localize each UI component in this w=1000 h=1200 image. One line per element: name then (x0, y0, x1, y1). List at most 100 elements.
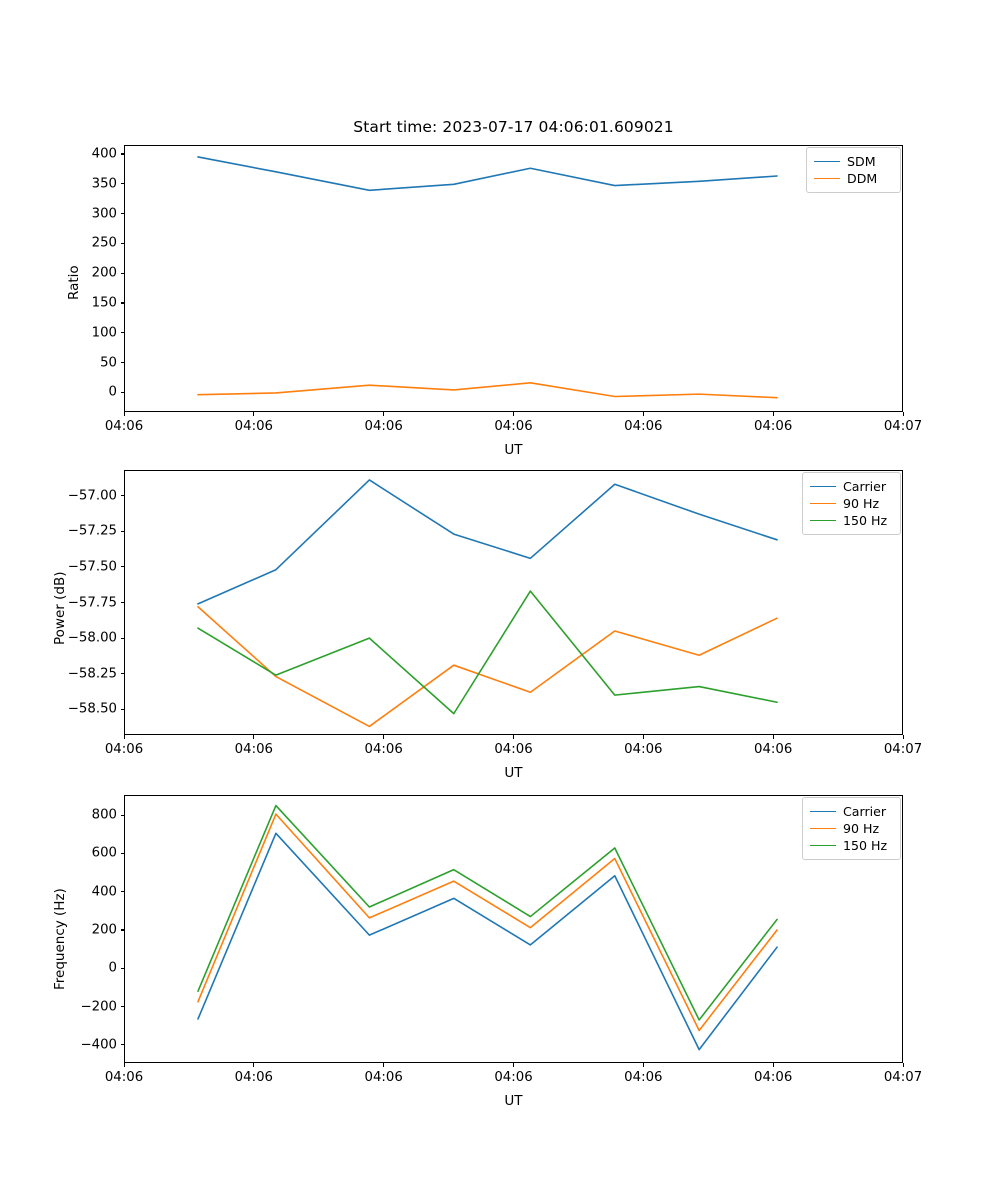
xtick-mark (383, 735, 385, 739)
xtick-mark (123, 1063, 125, 1067)
ytick-label: 400 (91, 884, 117, 900)
xtick-mark (642, 735, 644, 739)
legend-label: DDM (847, 171, 878, 186)
series-line-90-hz (197, 605, 778, 728)
legend-label: 90 Hz (843, 821, 880, 836)
ytick-label: 350 (91, 176, 117, 192)
xtick-label: 04:06 (364, 742, 403, 757)
panel-ratio (124, 145, 903, 412)
xtick-mark (772, 412, 774, 416)
legend-swatch-icon (810, 811, 836, 812)
ytick-label: −57.00 (67, 488, 117, 504)
xtick-mark (902, 412, 904, 416)
ytick-mark (120, 1006, 124, 1008)
panel-power (124, 470, 903, 735)
xlabel-ut-2: UT (504, 765, 523, 781)
xtick-label: 04:06 (753, 742, 793, 757)
xtick-label: 04:06 (104, 742, 144, 757)
ytick-label: −57.25 (67, 523, 117, 539)
ytick-mark (120, 929, 124, 931)
legend-entry-carrier[interactable]: Carrier (810, 478, 893, 495)
ytick-label: 200 (91, 922, 117, 938)
plot-lines-1 (197, 156, 778, 399)
xtick-mark (902, 1063, 904, 1067)
xlabel-ut-3: UT (504, 1093, 523, 1109)
legend-entry-150-hz[interactable]: 150 Hz (810, 512, 893, 529)
xtick-mark (253, 735, 255, 739)
xtick-label: 04:06 (753, 1070, 793, 1085)
legend-label: 150 Hz (843, 513, 888, 528)
xtick-mark (123, 735, 125, 739)
xlabel-ut-1: UT (504, 442, 523, 458)
legend-panel-2[interactable]: Carrier 90 Hz 150 Hz (802, 472, 901, 535)
plot-lines-2 (197, 479, 778, 728)
ylabel-power: Power (dB) (52, 571, 68, 645)
ytick-mark (120, 153, 124, 155)
xtick-mark (383, 1063, 385, 1067)
ytick-label: 250 (91, 235, 117, 251)
legend-entry-150-hz[interactable]: 150 Hz (810, 837, 893, 854)
legend-label: Carrier (843, 804, 887, 819)
ytick-mark (120, 272, 124, 274)
ytick-label: −57.50 (67, 559, 117, 575)
xtick-label: 04:06 (234, 419, 273, 434)
legend-entry-ddm[interactable]: DDM (814, 170, 893, 187)
xtick-mark (772, 1063, 774, 1067)
legend-label: 90 Hz (843, 496, 880, 511)
legend-entry-90-hz[interactable]: 90 Hz (810, 820, 893, 837)
series-line-ddm (197, 382, 778, 399)
series-line-carrier (197, 832, 778, 1051)
ytick-label: 100 (91, 325, 117, 341)
xtick-label: 04:06 (624, 419, 663, 434)
legend-panel-3[interactable]: Carrier 90 Hz 150 Hz (802, 797, 901, 860)
xtick-mark (383, 412, 385, 416)
series-line-sdm (197, 156, 778, 192)
ytick-label: 50 (100, 355, 117, 371)
xtick-mark (253, 412, 255, 416)
xtick-label: 04:06 (364, 1070, 403, 1085)
xtick-label: 04:06 (234, 742, 273, 757)
ytick-mark (120, 242, 124, 244)
ytick-label: 800 (91, 807, 117, 823)
legend-swatch-icon (814, 178, 840, 179)
xtick-mark (902, 735, 904, 739)
ytick-label: 300 (91, 206, 117, 222)
legend-swatch-icon (814, 161, 840, 162)
xtick-label: 04:06 (494, 742, 533, 757)
legend-entry-sdm[interactable]: SDM (814, 153, 893, 170)
xtick-label: 04:06 (364, 419, 403, 434)
xtick-label: 04:06 (624, 1070, 663, 1085)
ytick-mark (120, 708, 124, 710)
axes-frame-1 (124, 145, 903, 412)
legend-swatch-icon (810, 486, 836, 487)
xtick-label: 04:06 (104, 1070, 144, 1085)
xtick-label: 04:07 (883, 1070, 923, 1085)
xtick-label: 04:07 (883, 419, 923, 434)
xtick-mark (253, 1063, 255, 1067)
xtick-mark (772, 735, 774, 739)
ytick-mark (120, 814, 124, 816)
legend-swatch-icon (810, 845, 836, 846)
xtick-label: 04:07 (883, 742, 923, 757)
ytick-mark (120, 332, 124, 334)
ytick-mark (120, 183, 124, 185)
ytick-mark (120, 391, 124, 393)
legend-panel-1[interactable]: SDM DDM (806, 147, 901, 193)
ytick-label: 200 (91, 265, 117, 281)
xtick-mark (123, 412, 125, 416)
ytick-mark (120, 602, 124, 604)
series-line-90-hz (197, 813, 778, 1032)
ytick-label: −58.00 (67, 630, 117, 646)
ytick-label: −58.25 (67, 666, 117, 682)
series-line-150-hz (197, 804, 778, 1021)
axes-frame-2 (124, 470, 903, 735)
xtick-mark (513, 1063, 515, 1067)
legend-entry-carrier[interactable]: Carrier (810, 803, 893, 820)
legend-swatch-icon (810, 828, 836, 829)
series-line-150-hz (197, 590, 778, 715)
xtick-label: 04:06 (494, 419, 533, 434)
legend-label: SDM (847, 154, 876, 169)
legend-entry-90-hz[interactable]: 90 Hz (810, 495, 893, 512)
ytick-mark (120, 673, 124, 675)
